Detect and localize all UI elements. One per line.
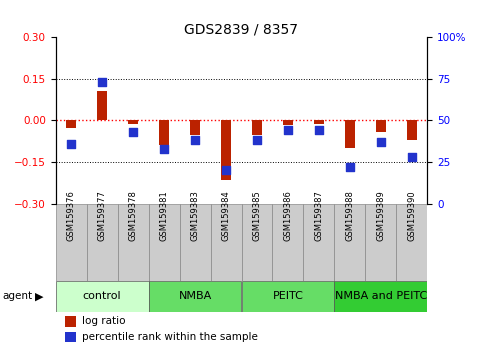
Text: GSM159381: GSM159381 [159,190,169,241]
Text: NMBA and PEITC: NMBA and PEITC [335,291,427,302]
Bar [56,204,86,281]
Text: ▶: ▶ [35,291,43,302]
Text: NMBA: NMBA [178,291,212,302]
Bar [117,204,149,281]
Bar [344,120,355,148]
Text: control: control [83,291,121,302]
Bar [211,204,242,281]
Bar [149,281,242,312]
Bar [221,120,231,180]
Point [253,137,261,143]
Text: GSM159385: GSM159385 [253,190,261,241]
Title: GDS2839 / 8357: GDS2839 / 8357 [185,22,298,36]
Bar [128,120,139,124]
Text: GSM159389: GSM159389 [376,190,385,241]
Bar [397,204,427,281]
Bar [272,204,303,281]
Point [315,127,323,133]
Bar [252,120,262,135]
Bar [376,120,386,132]
Bar [407,120,417,140]
Point [222,167,230,173]
Bar [366,204,397,281]
Text: GSM159386: GSM159386 [284,190,293,241]
Text: GSM159387: GSM159387 [314,190,324,241]
Text: GSM159376: GSM159376 [67,190,75,241]
Bar [303,204,334,281]
Bar [86,204,117,281]
Bar [334,204,366,281]
Point [160,146,168,152]
Text: GSM159390: GSM159390 [408,190,416,241]
Bar [66,120,76,128]
Bar [97,91,107,120]
Point [346,164,354,170]
Point [67,141,75,147]
Point [408,154,416,160]
Bar [313,120,325,124]
Text: log ratio: log ratio [82,316,125,326]
Text: PEITC: PEITC [272,291,303,302]
Bar [283,120,293,125]
Point [129,129,137,135]
Text: GSM159388: GSM159388 [345,190,355,241]
Text: agent: agent [2,291,32,302]
Text: GSM159384: GSM159384 [222,190,230,241]
Bar [190,120,200,135]
Text: GSM159383: GSM159383 [190,190,199,241]
Point [377,139,385,145]
Point [191,137,199,143]
Point [98,79,106,85]
Text: percentile rank within the sample: percentile rank within the sample [82,332,257,342]
Bar [56,281,149,312]
Bar [158,120,170,145]
Text: GSM159377: GSM159377 [98,190,107,241]
Point [284,127,292,133]
Bar [334,281,427,312]
Bar [242,281,334,312]
Bar [242,204,272,281]
Bar [149,204,180,281]
Text: GSM159378: GSM159378 [128,190,138,241]
Bar [180,204,211,281]
